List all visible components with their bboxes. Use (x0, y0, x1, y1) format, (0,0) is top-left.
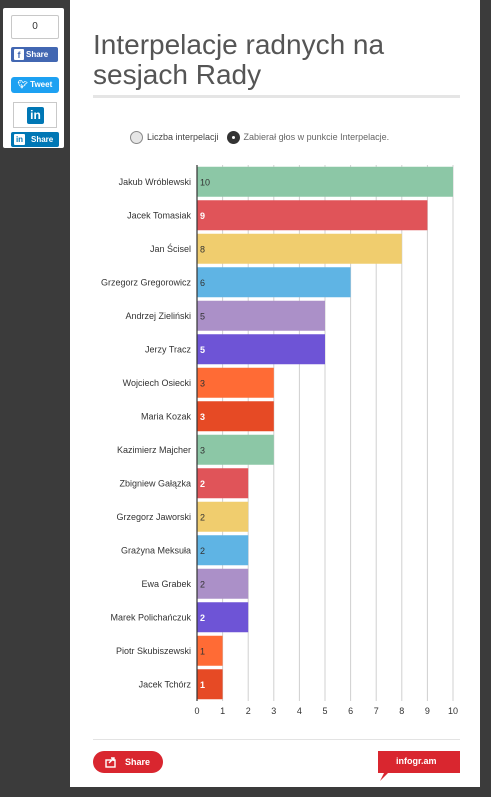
x-tick-label: 6 (348, 706, 353, 716)
category-label: Jakub Wróblewski (119, 177, 191, 187)
linkedin-small-icon: in (14, 134, 25, 145)
category-label: Zbigniew Gałązka (119, 478, 191, 488)
legend-option-count[interactable]: Liczba interpelacji (130, 130, 219, 144)
bar[interactable] (197, 568, 249, 599)
category-label: Ewa Grabek (141, 579, 191, 589)
category-label: Jacek Tomasiak (127, 210, 191, 220)
share-button[interactable]: Share (93, 751, 163, 773)
bar[interactable] (197, 635, 223, 666)
category-label: Marek Polichańczuk (110, 612, 191, 622)
data-label: 9 (200, 211, 205, 221)
x-tick-label: 3 (271, 706, 276, 716)
x-tick-label: 5 (322, 706, 327, 716)
data-label: 2 (200, 613, 205, 623)
chart-legend: Liczba interpelacji Zabierał głos w punk… (130, 128, 397, 146)
facebook-share-label: Share (26, 50, 49, 59)
bar[interactable] (197, 602, 249, 633)
linkedin-count-box[interactable]: in (13, 102, 57, 128)
data-label: 1 (200, 646, 205, 656)
infographic-card: Interpelacje radnych na sesjach Rady Lic… (70, 0, 480, 787)
share-label: Share (125, 757, 151, 767)
data-label: 3 (200, 412, 205, 422)
bar[interactable] (197, 434, 274, 465)
category-label: Kazimierz Majcher (117, 445, 191, 455)
bar[interactable] (197, 166, 453, 197)
facebook-icon: f (14, 49, 24, 60)
x-tick-label: 1 (220, 706, 225, 716)
x-tick-label: 7 (374, 706, 379, 716)
tweet-button[interactable]: 🐦︎ Tweet (11, 77, 59, 93)
data-label: 2 (200, 512, 205, 522)
data-label: 5 (200, 311, 205, 321)
radio-selected-icon[interactable] (226, 130, 240, 144)
legend-option-spoke-label: Zabierał głos w punkcie Interpelacje. (243, 132, 390, 142)
bar[interactable] (197, 267, 351, 298)
twitter-icon: 🐦︎ (17, 80, 28, 89)
category-label: Grażyna Meksuła (121, 545, 191, 555)
data-label: 8 (200, 244, 205, 254)
linkedin-icon: in (27, 107, 44, 124)
category-label: Piotr Skubiszewski (116, 646, 191, 656)
category-label: Jacek Tchórz (139, 679, 192, 689)
data-label: 3 (200, 378, 205, 388)
category-label: Jan Ścisel (150, 243, 191, 254)
bar[interactable] (197, 401, 274, 432)
x-tick-label: 2 (246, 706, 251, 716)
linkedin-share-label: Share (31, 135, 54, 144)
legend-option-spoke[interactable]: Zabierał głos w punkcie Interpelacje. (226, 130, 390, 144)
bar[interactable] (197, 334, 325, 365)
category-label: Maria Kozak (141, 411, 192, 421)
bar[interactable] (197, 501, 249, 532)
x-tick-label: 0 (194, 706, 199, 716)
infogram-ribbon-icon (378, 751, 460, 781)
facebook-share-button[interactable]: f Share (11, 47, 58, 62)
title-divider (93, 95, 460, 98)
x-tick-label: 9 (425, 706, 430, 716)
category-label: Grzegorz Gregorowicz (101, 277, 192, 287)
share-count: 0 (11, 15, 59, 39)
data-label: 10 (200, 177, 210, 187)
bar-chart: 0 1 2 3 4 5 6 7 8 9 10 Jakub Wróblewski 10 Jacek Toma… (101, 165, 458, 716)
category-label: Wojciech Osiecki (123, 378, 191, 388)
radio-unselected-icon[interactable] (130, 130, 143, 144)
social-share-widget: 0 f Share 🐦︎ Tweet in in Share (3, 8, 64, 148)
data-label: 2 (200, 479, 205, 489)
category-label: Grzegorz Jaworski (116, 512, 191, 522)
bar[interactable] (197, 669, 223, 700)
data-label: 6 (200, 278, 205, 288)
footer-divider (93, 739, 460, 740)
x-tick-label: 10 (448, 706, 458, 716)
share-icon (105, 757, 116, 768)
bar[interactable] (197, 300, 325, 331)
linkedin-share-button[interactable]: in Share (11, 132, 59, 147)
infogram-logo[interactable]: infogr.am (378, 751, 460, 781)
x-tick-label: 8 (399, 706, 404, 716)
bar[interactable] (197, 535, 249, 566)
data-label: 1 (200, 680, 205, 690)
chart-title: Interpelacje radnych na sesjach Rady (93, 29, 385, 90)
tweet-label: Tweet (30, 80, 53, 89)
bar[interactable] (197, 367, 274, 398)
infogram-brand: infogr.am (396, 756, 437, 766)
data-label: 5 (200, 345, 205, 355)
bar[interactable] (197, 200, 428, 231)
bar[interactable] (197, 468, 249, 499)
data-label: 2 (200, 579, 205, 589)
bar[interactable] (197, 233, 402, 264)
category-label: Andrzej Zieliński (125, 311, 191, 321)
data-label: 3 (200, 445, 205, 455)
data-label: 2 (200, 546, 205, 556)
x-tick-label: 4 (297, 706, 302, 716)
category-label: Jerzy Tracz (145, 344, 192, 354)
legend-option-count-label: Liczba interpelacji (147, 132, 219, 142)
